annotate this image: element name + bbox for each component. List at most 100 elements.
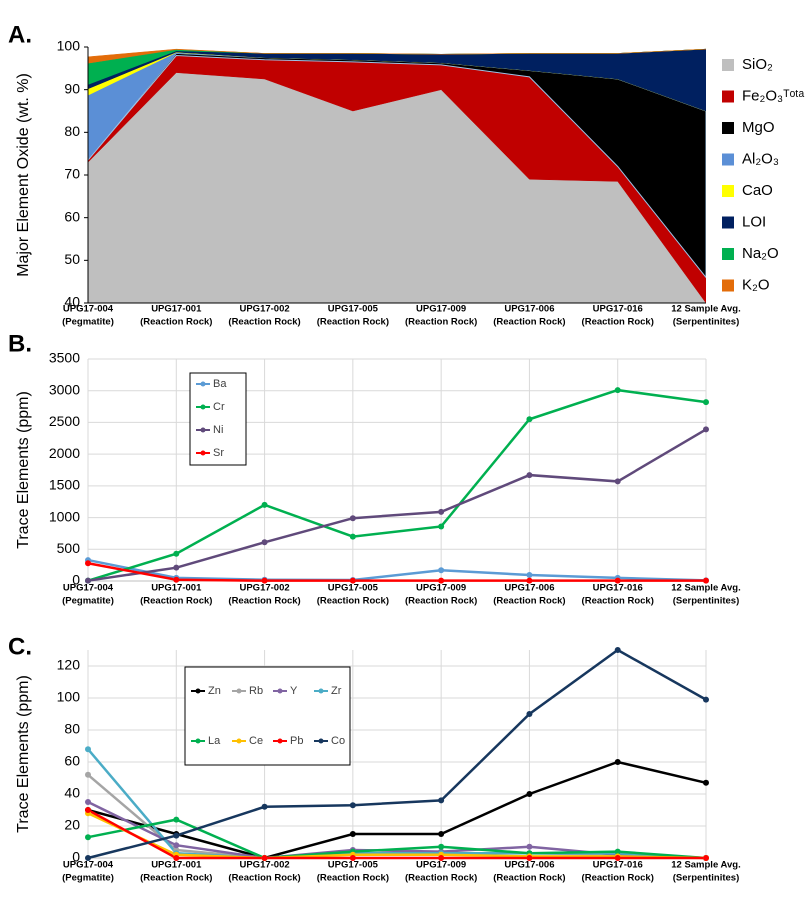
data-point	[173, 564, 180, 571]
legend-label: Fe₂O₃ᵀᵒᵗᵃ	[742, 87, 805, 104]
data-point	[173, 816, 180, 823]
y-tick-label: 60	[64, 753, 80, 769]
data-point	[85, 771, 91, 778]
x-tick-label: UPG17-004	[63, 860, 114, 871]
legend-marker	[200, 404, 206, 410]
data-point	[85, 560, 91, 567]
data-point	[438, 567, 445, 574]
charts: A. Major Element Oxide (wt. %) 40 50 60 70 80 9…	[8, 21, 805, 883]
data-point	[173, 855, 180, 861]
legend-box	[189, 372, 247, 466]
y-tick-label: 80	[64, 123, 80, 139]
x-tick-label: (Reaction Rock)	[582, 873, 654, 884]
legend-label: Na₂O	[742, 245, 779, 262]
data-point	[438, 577, 445, 584]
data-point	[614, 577, 621, 584]
legend-label: Sr	[213, 447, 224, 459]
legend-marker	[200, 450, 206, 456]
legend-label: Zn	[208, 685, 221, 697]
x-tick-label: UPG17-006	[504, 860, 554, 871]
data-point	[526, 843, 533, 850]
x-tick-label: (Reaction Rock)	[493, 873, 565, 884]
data-point	[173, 576, 180, 583]
panel-label: C.	[8, 633, 32, 660]
x-tick-label: 12 Sample Avg.	[671, 304, 741, 315]
y-axis-label: Major Element Oxide (wt. %)	[15, 73, 32, 277]
legend-swatch	[722, 279, 734, 292]
series-line	[87, 388, 707, 582]
data-point	[703, 577, 709, 584]
x-tick-label: UPG17-002	[239, 860, 289, 871]
legend-label: SiO₂	[742, 56, 773, 73]
data-point	[614, 759, 621, 765]
data-point	[526, 472, 533, 479]
area-group	[88, 48, 706, 303]
data-point	[85, 834, 91, 841]
series-line	[87, 818, 707, 860]
data-point	[526, 711, 533, 717]
data-point	[526, 571, 533, 578]
series-line	[87, 812, 707, 860]
data-point	[438, 831, 445, 837]
series-line	[87, 558, 707, 582]
legend-label: Y	[290, 685, 298, 697]
data-point	[703, 696, 709, 703]
legend-marker	[200, 427, 206, 433]
x-tick-label: (Reaction Rock)	[405, 873, 477, 884]
legend-box	[184, 666, 351, 766]
series-line	[87, 562, 706, 582]
data-point	[614, 647, 621, 653]
series-line	[87, 808, 706, 860]
data-point	[438, 843, 445, 850]
series-line	[87, 760, 707, 860]
x-tick-label: UPG17-002	[239, 583, 289, 594]
data-point	[703, 399, 709, 406]
x-tick-label: (Reaction Rock)	[228, 873, 300, 884]
series-line	[87, 648, 707, 860]
x-tick-label: UPG17-004	[63, 583, 114, 594]
data-point	[438, 508, 445, 515]
y-tick-label: 90	[64, 80, 80, 96]
data-point	[526, 855, 533, 861]
data-point	[173, 832, 180, 839]
legend-marker	[195, 738, 201, 744]
y-tick-label: 0	[72, 849, 80, 865]
legend-marker	[318, 738, 324, 744]
x-tick-label: UPG17-005	[328, 583, 379, 594]
data-point	[614, 478, 621, 485]
data-point	[85, 855, 91, 861]
y-tick-label: 40	[64, 294, 80, 310]
data-point	[85, 799, 91, 805]
x-tick-label: 12 Sample Avg.	[671, 860, 741, 871]
y-tick-label: 3500	[49, 350, 80, 366]
x-tick-label: (Reaction Rock)	[140, 317, 212, 328]
legend-label: Co	[331, 735, 345, 747]
y-tick-label: 40	[64, 785, 80, 801]
x-tick-label: (Pegmatite)	[62, 873, 114, 884]
legend-marker	[277, 688, 283, 694]
x-tick-label: 12 Sample Avg.	[671, 583, 741, 594]
x-tick-label: (Reaction Rock)	[405, 317, 477, 328]
legend-label: CaO	[742, 182, 773, 199]
x-tick-label: UPG17-016	[593, 583, 643, 594]
data-point	[703, 779, 709, 786]
legend-swatch	[722, 122, 734, 134]
data-point	[614, 387, 621, 394]
data-point	[703, 426, 709, 433]
y-tick-label: 0	[72, 572, 80, 588]
legend-swatch	[722, 216, 734, 229]
legend-label: Cr	[213, 401, 225, 413]
x-tick-label: UPG17-001	[151, 304, 202, 315]
data-point	[349, 855, 356, 861]
legend-label: Ce	[249, 735, 263, 747]
y-tick-label: 1500	[49, 477, 80, 493]
data-point	[85, 746, 91, 753]
data-point	[438, 855, 445, 861]
data-point	[349, 533, 356, 540]
data-point	[438, 797, 445, 804]
x-tick-label: (Reaction Rock)	[140, 873, 212, 884]
legend-swatch	[722, 90, 734, 103]
x-tick-label: UPG17-005	[328, 860, 379, 871]
legend-label: Zr	[331, 685, 342, 697]
